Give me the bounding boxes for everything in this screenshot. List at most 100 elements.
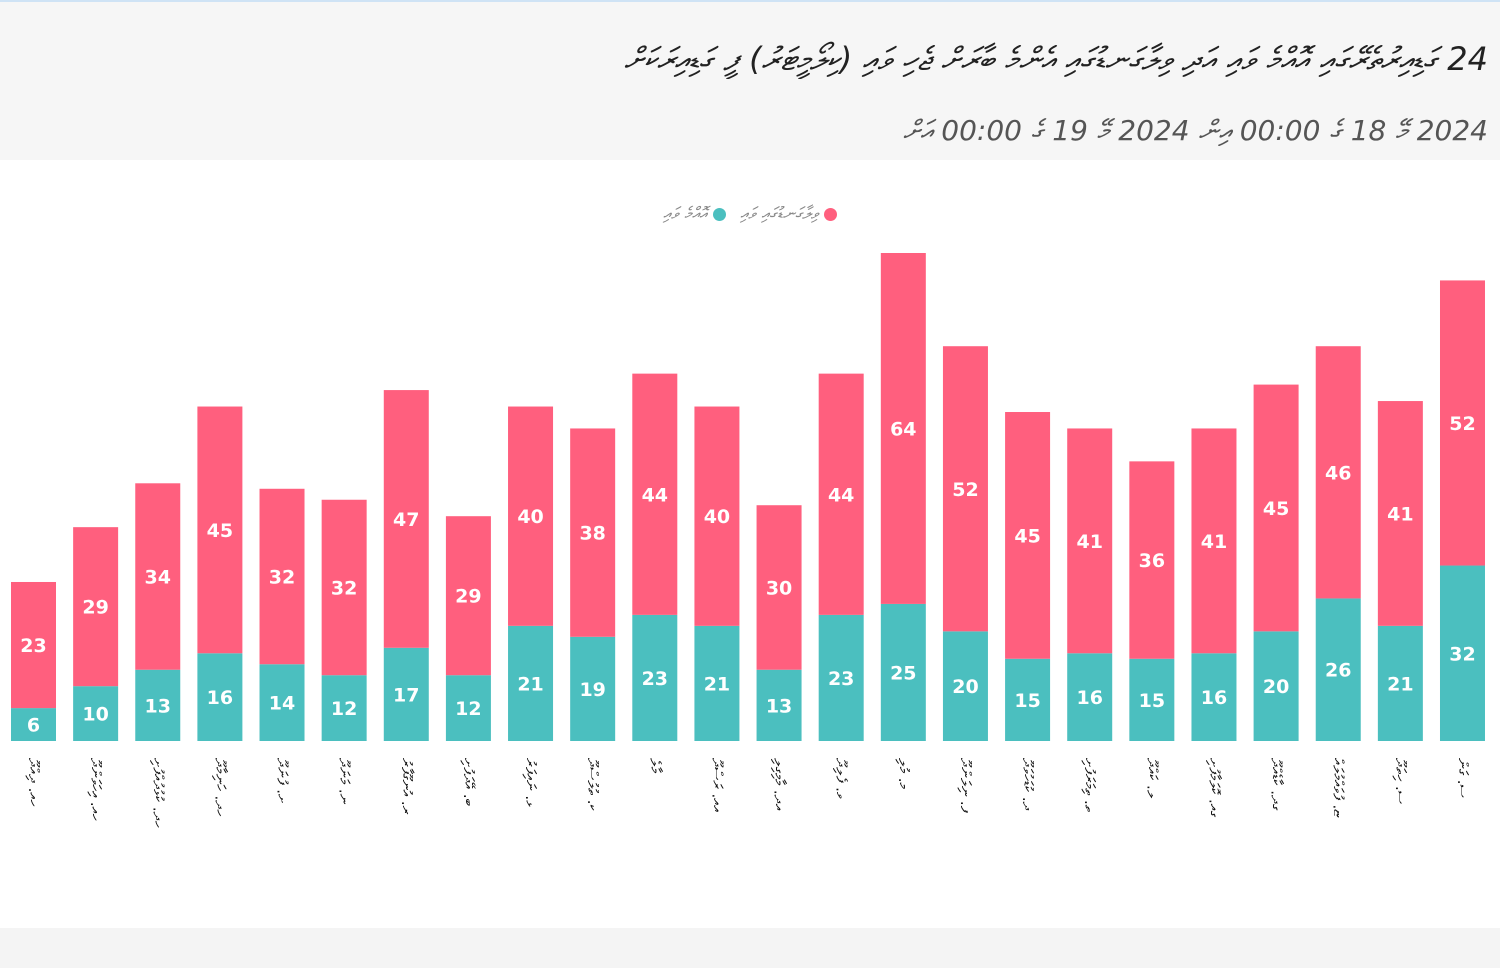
data-label: 32 xyxy=(1449,643,1475,665)
bar-segment-average[interactable] xyxy=(694,625,740,741)
bar-segment-average[interactable] xyxy=(259,664,305,741)
bar-segment-average[interactable] xyxy=(383,647,429,741)
legend-label-gust: ވިލާގަނޑުގައި ވައި xyxy=(740,204,818,224)
data-label: 21 xyxy=(1387,673,1413,695)
data-label: 45 xyxy=(207,520,233,542)
bar-segment-average[interactable] xyxy=(1005,658,1051,741)
data-label: 15 xyxy=(1014,690,1040,712)
x-tick-label: ގއ. ކޮލަމާފުށި xyxy=(1205,758,1223,818)
bar-segment-average[interactable] xyxy=(321,675,367,741)
x-tick-label: މ. މުލި xyxy=(895,758,913,789)
bar-segment-average[interactable] xyxy=(11,708,56,741)
legend: އޮއްމެ ވައި ވިލާގަނޑުގައި ވައި xyxy=(560,204,940,224)
bar-segment-average[interactable] xyxy=(818,614,864,741)
legend-dot-average xyxy=(713,207,727,221)
bar-segment-average[interactable] xyxy=(1315,598,1361,741)
x-tick-label: ޅ. ނައިފަރު xyxy=(522,758,540,807)
data-label: 14 xyxy=(269,693,295,715)
data-label: 12 xyxy=(331,698,357,720)
bar-segment-average[interactable] xyxy=(1253,631,1299,741)
bar-segment-gust[interactable] xyxy=(1377,401,1423,626)
bar-segment-gust[interactable] xyxy=(818,373,864,615)
bar-segment-gust[interactable] xyxy=(259,488,305,665)
bar-segment-gust[interactable] xyxy=(445,516,491,676)
x-tick-label: ސ. ގަން xyxy=(1454,758,1472,798)
bar-segment-gust[interactable] xyxy=(570,428,616,637)
chart-title: 24 ގަޑިއިރުތެރޭގައި އޮއްމެ ވައި އަދި ވިލ… xyxy=(624,40,1488,78)
x-tick-label: ކ. ތުލުސްދޫ xyxy=(584,758,602,811)
bar-segment-average[interactable] xyxy=(880,603,926,741)
bar-segment-gust[interactable] xyxy=(1253,384,1299,632)
bar-segment-gust[interactable] xyxy=(1067,428,1113,654)
bar-segment-gust[interactable] xyxy=(197,406,243,654)
bar-segment-gust[interactable] xyxy=(321,499,367,676)
bar-segment-gust[interactable] xyxy=(1129,461,1175,659)
x-tick-label: ލ. ކައްދޫ xyxy=(1143,758,1161,799)
bar-segment-gust[interactable] xyxy=(73,527,119,687)
data-label: 29 xyxy=(82,597,108,619)
bar-segment-average[interactable] xyxy=(942,631,988,741)
bar-segment-average[interactable] xyxy=(73,686,119,741)
bar-segment-average[interactable] xyxy=(445,675,491,741)
x-tick-label: ބ. އޭދަފުށި xyxy=(460,758,478,806)
bar-segment-gust[interactable] xyxy=(1191,428,1237,654)
bar-segment-gust[interactable] xyxy=(508,406,554,626)
data-label: 16 xyxy=(1076,687,1102,709)
data-label: 45 xyxy=(1014,525,1040,547)
bar-segment-average[interactable] xyxy=(1191,653,1237,741)
bar-segment-average[interactable] xyxy=(756,669,802,741)
data-label: 10 xyxy=(82,704,108,726)
bar-segment-average[interactable] xyxy=(1067,653,1113,741)
data-label: 25 xyxy=(890,662,916,684)
bar-segment-average[interactable] xyxy=(1129,658,1175,741)
data-label: 46 xyxy=(1325,462,1351,484)
x-tick-label: މާލެ xyxy=(646,758,664,774)
bar-segment-gust[interactable] xyxy=(632,373,678,615)
data-label: 41 xyxy=(1387,503,1413,525)
bar-segment-gust[interactable] xyxy=(1005,412,1051,659)
data-label: 52 xyxy=(1449,413,1475,435)
bar-segment-gust[interactable] xyxy=(1439,280,1485,566)
bar-segment-gust[interactable] xyxy=(1315,346,1361,599)
data-label: 21 xyxy=(704,673,730,695)
data-label: 26 xyxy=(1325,660,1351,682)
x-tick-label: ށ. ފުނަދޫ xyxy=(274,758,292,803)
bar-segment-average[interactable] xyxy=(508,625,554,741)
data-label: 20 xyxy=(1263,676,1289,698)
data-label: 23 xyxy=(20,635,46,657)
x-tick-label: ހއ. އިހަވަންދޫ xyxy=(87,758,105,821)
bar-segment-average[interactable] xyxy=(197,653,243,741)
data-label: 12 xyxy=(455,698,481,720)
bar-segment-gust[interactable] xyxy=(135,483,181,670)
data-label: 38 xyxy=(579,523,605,545)
data-label: 40 xyxy=(517,506,543,528)
data-label: 13 xyxy=(766,695,792,717)
legend-item-gust[interactable]: ވިލާގަނޑުގައި ވައި xyxy=(740,204,837,224)
data-label: 20 xyxy=(952,676,978,698)
x-tick-label: ވ. ފެލިދޫ xyxy=(833,758,851,799)
bar-segment-average[interactable] xyxy=(1377,625,1423,741)
bar-segment-average[interactable] xyxy=(1439,565,1485,741)
x-tick-label: ނ. މަނަދޫ xyxy=(336,758,354,805)
data-label: 15 xyxy=(1139,690,1165,712)
bar-segment-average[interactable] xyxy=(570,636,616,741)
data-label: 45 xyxy=(1263,498,1289,520)
bar-segment-gust[interactable] xyxy=(880,253,926,604)
bar-segment-gust[interactable] xyxy=(694,406,740,626)
legend-item-average[interactable]: އޮއްމެ ވައި xyxy=(663,204,727,224)
bar-segment-gust[interactable] xyxy=(756,505,802,670)
data-label: 32 xyxy=(331,577,357,599)
bar-segment-average[interactable] xyxy=(632,614,678,741)
bar-segment-gust[interactable] xyxy=(383,390,429,648)
data-label: 30 xyxy=(766,577,792,599)
chart-subtitle: 2024 މޭ 18 ގެ 00:00 އިން 2024 މޭ 19 ގެ 0… xyxy=(903,114,1488,147)
bar-segment-average[interactable] xyxy=(135,669,181,741)
legend-label-average: އޮއްމެ ވައި xyxy=(663,204,708,224)
data-label: 17 xyxy=(393,684,419,706)
bar-segment-gust[interactable] xyxy=(942,346,988,632)
x-tick-label: އދ. މާމިގިލި xyxy=(771,758,789,811)
x-tick-label: ދ. ކުޑަހުވަދޫ xyxy=(1019,758,1037,811)
x-tick-label: ފ. ނިލަންދޫ xyxy=(957,758,975,814)
bar-segment-gust[interactable] xyxy=(11,581,56,709)
x-tick-label: ހދ. ކުޅުދުއްފުށި xyxy=(149,758,167,828)
